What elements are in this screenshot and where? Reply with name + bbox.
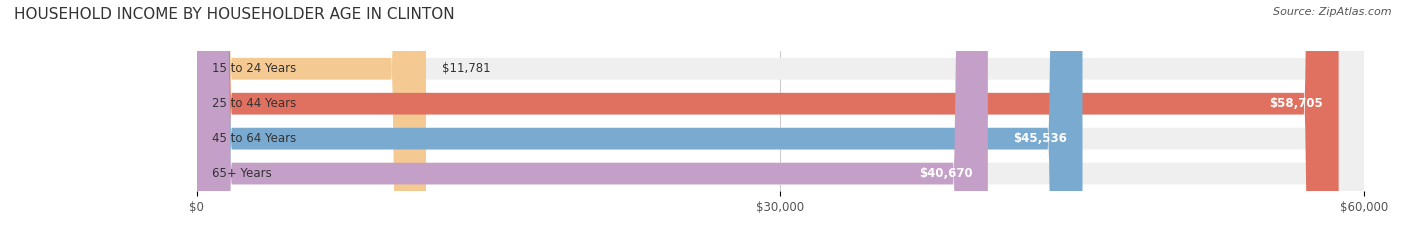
FancyBboxPatch shape xyxy=(197,0,1083,233)
FancyBboxPatch shape xyxy=(197,0,1364,233)
Text: $58,705: $58,705 xyxy=(1270,97,1323,110)
Text: 25 to 44 Years: 25 to 44 Years xyxy=(212,97,297,110)
Text: $11,781: $11,781 xyxy=(441,62,491,75)
FancyBboxPatch shape xyxy=(197,0,426,233)
Text: $40,670: $40,670 xyxy=(918,167,973,180)
FancyBboxPatch shape xyxy=(197,0,1364,233)
Text: Source: ZipAtlas.com: Source: ZipAtlas.com xyxy=(1274,7,1392,17)
Text: 65+ Years: 65+ Years xyxy=(212,167,273,180)
FancyBboxPatch shape xyxy=(197,0,1364,233)
Text: $45,536: $45,536 xyxy=(1014,132,1067,145)
FancyBboxPatch shape xyxy=(197,0,1339,233)
Text: HOUSEHOLD INCOME BY HOUSEHOLDER AGE IN CLINTON: HOUSEHOLD INCOME BY HOUSEHOLDER AGE IN C… xyxy=(14,7,454,22)
FancyBboxPatch shape xyxy=(197,0,1364,233)
Text: 45 to 64 Years: 45 to 64 Years xyxy=(212,132,297,145)
Text: 15 to 24 Years: 15 to 24 Years xyxy=(212,62,297,75)
FancyBboxPatch shape xyxy=(197,0,988,233)
